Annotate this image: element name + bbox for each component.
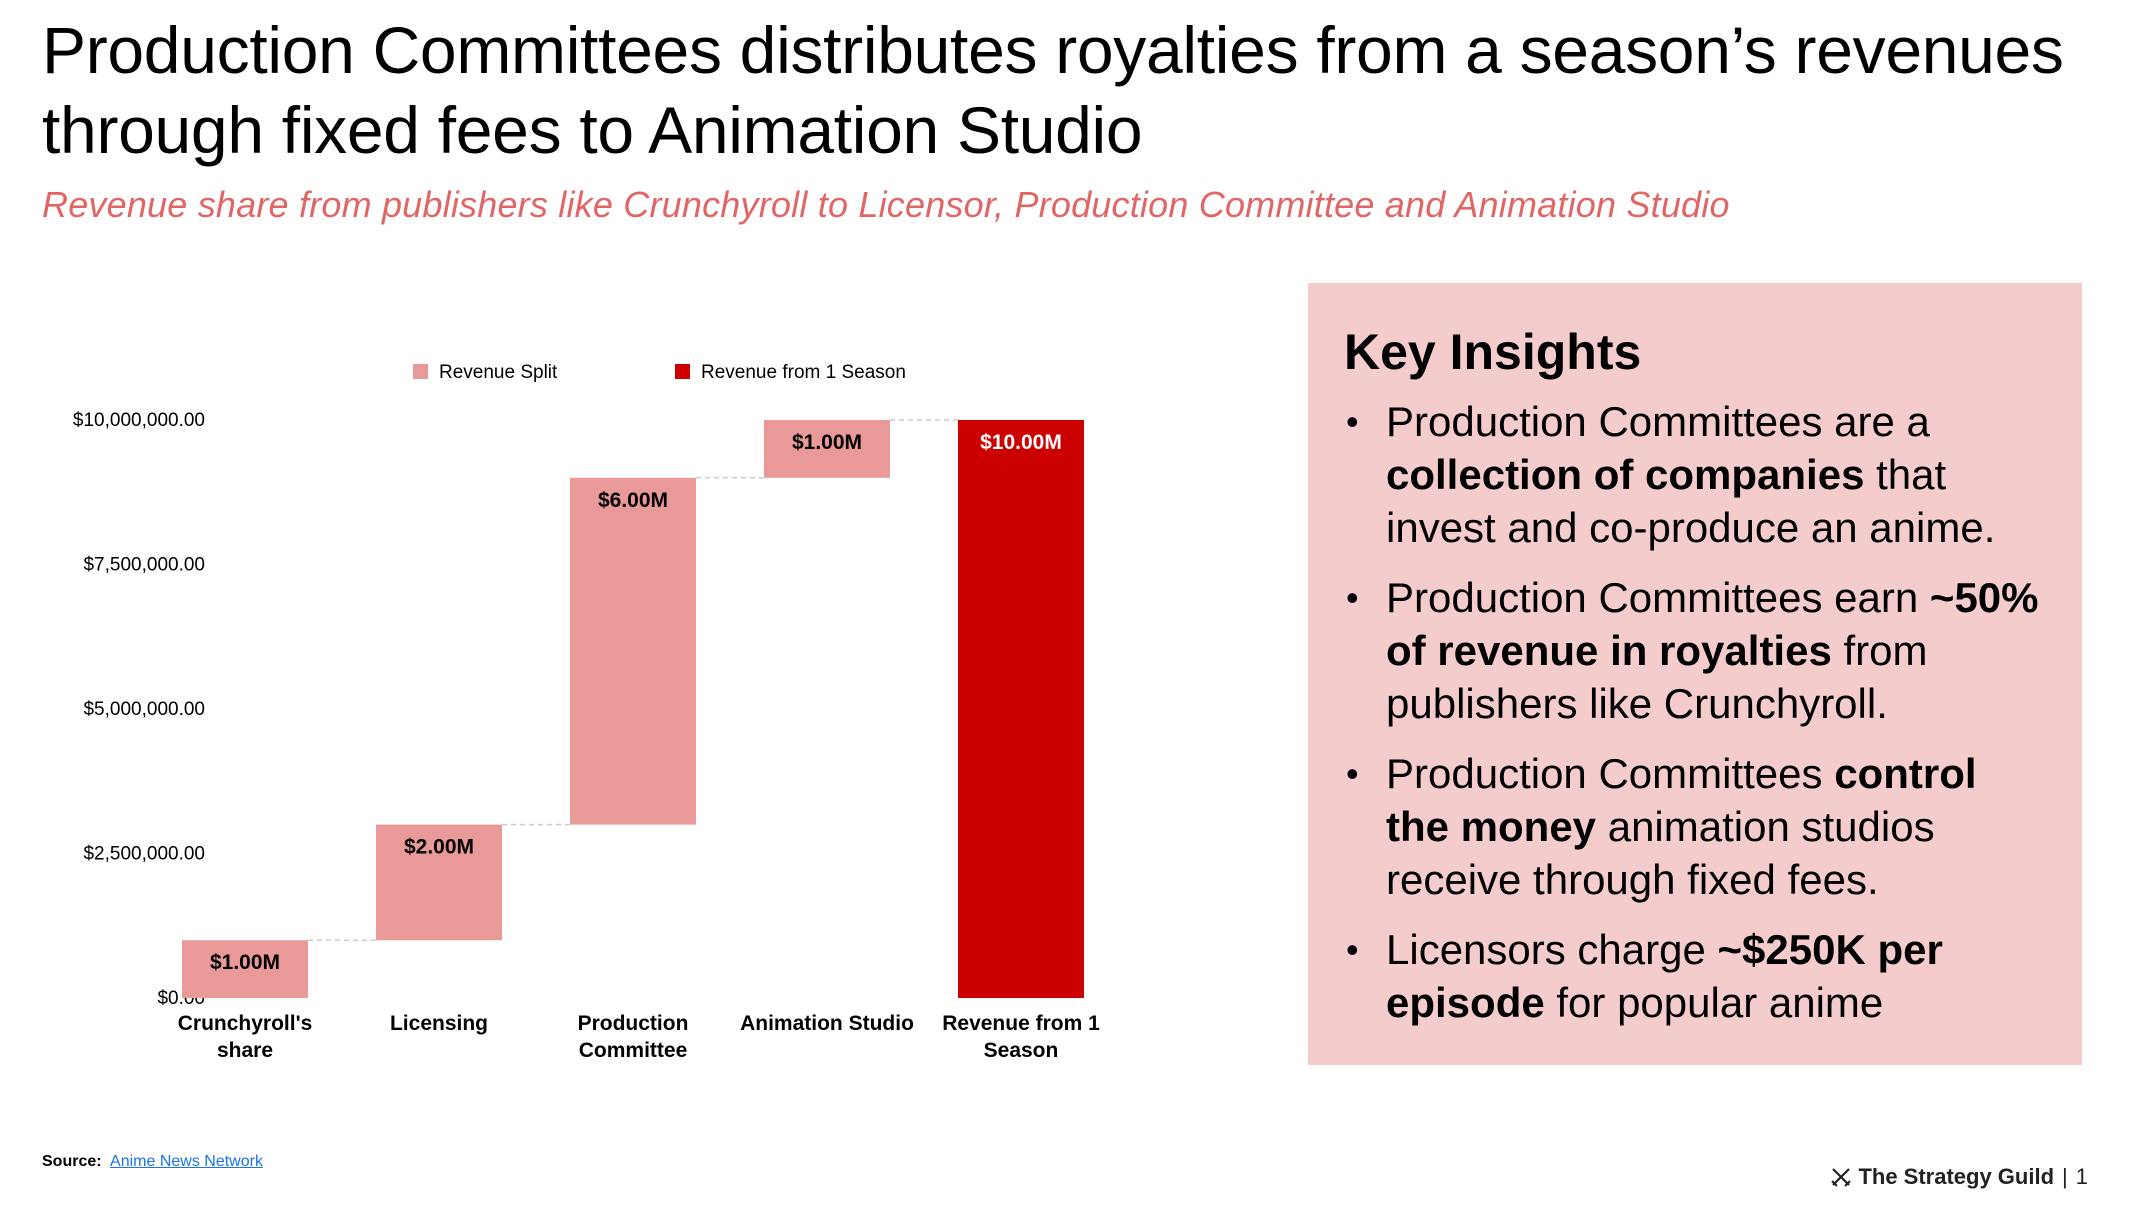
page-number: 1 — [2075, 1164, 2088, 1189]
category-label: Committee — [579, 1039, 688, 1062]
category-label: share — [217, 1039, 273, 1062]
bar — [182, 940, 308, 998]
data-label: $10.00M — [980, 431, 1062, 454]
insight-text: for popular anime — [1544, 979, 1884, 1026]
bar — [570, 477, 696, 825]
y-tick-label: $2,500,000.00 — [83, 844, 205, 865]
key-insights-list: • Production Committees are a collection … — [1344, 395, 2042, 1029]
bar — [958, 420, 1084, 998]
brand-separator: | — [2062, 1164, 2068, 1189]
bullet-icon: • — [1346, 401, 1359, 442]
source-label: Source: — [42, 1153, 102, 1170]
insight-text: animation studios receive through fixed … — [1386, 803, 1935, 903]
insight-emphasis: collection of companies — [1386, 451, 1865, 498]
insight-text: Production Committees are a — [1386, 398, 1930, 445]
y-tick-label: $5,000,000.00 — [83, 699, 205, 720]
category-label: Licensing — [390, 1012, 488, 1035]
legend-label: Revenue from 1 Season — [701, 362, 906, 383]
brand-name: The Strategy Guild — [1858, 1164, 2055, 1189]
source-link[interactable]: Anime News Network — [110, 1153, 263, 1170]
insight-text: that invest and co-produce an anime. — [1386, 451, 1996, 551]
bullet-icon: • — [1346, 753, 1359, 794]
insight-item: • Licensors charge ~$250K per episode for… — [1344, 923, 2042, 1029]
legend-swatch — [413, 364, 428, 379]
key-insights-heading: Key Insights — [1344, 324, 1642, 380]
legend-swatch — [675, 364, 690, 379]
crossed-swords-icon — [1831, 1168, 1852, 1187]
bar — [376, 824, 502, 941]
data-label: $2.00M — [404, 836, 474, 859]
key-insights-panel: Key Insights • Production Committees are … — [1308, 283, 2082, 1065]
y-tick-label: $10,000,000.00 — [73, 410, 205, 431]
y-tick-label: $7,500,000.00 — [83, 555, 205, 576]
waterfall-chart: $0.00$2,500,000.00$5,000,000.00$7,500,00… — [73, 362, 1100, 1062]
category-label: Season — [984, 1039, 1059, 1062]
category-label: Crunchyroll's — [178, 1012, 313, 1035]
insight-item: • Production Committees are a collection … — [1344, 395, 2042, 554]
source-note: Source: Anime News Network — [42, 1153, 263, 1171]
category-label: Revenue from 1 — [942, 1012, 1100, 1035]
insight-text: Licensors charge — [1386, 926, 1718, 973]
insight-text: from publishers like Crunchyroll. — [1386, 627, 1928, 727]
insight-item: • Production Committees earn ~50% of reve… — [1344, 571, 2042, 730]
insight-emphasis: ~50% of revenue in royalties — [1386, 574, 2039, 674]
data-label: $1.00M — [210, 951, 280, 974]
data-label: $6.00M — [598, 489, 668, 512]
page-title: Production Committees distributes royalt… — [42, 13, 2064, 167]
insight-text: Production Committees earn — [1386, 574, 1930, 621]
bar — [764, 420, 890, 478]
insight-item: • Production Committees control the money… — [1344, 747, 2042, 906]
data-label: $1.00M — [792, 431, 862, 454]
page-subtitle: Revenue share from publishers like Crunc… — [42, 184, 1730, 225]
bullet-icon: • — [1346, 577, 1359, 618]
insight-text: Production Committees — [1386, 750, 1835, 797]
insight-emphasis: control the money — [1386, 750, 1977, 850]
brand-footer: The Strategy Guild | 1 — [1830, 1164, 2088, 1190]
category-label: Production — [578, 1012, 689, 1035]
insight-emphasis: ~$250K per episode — [1386, 926, 1943, 1026]
bullet-icon: • — [1346, 929, 1359, 970]
category-label: Animation Studio — [740, 1012, 914, 1035]
legend-label: Revenue Split — [439, 362, 558, 383]
